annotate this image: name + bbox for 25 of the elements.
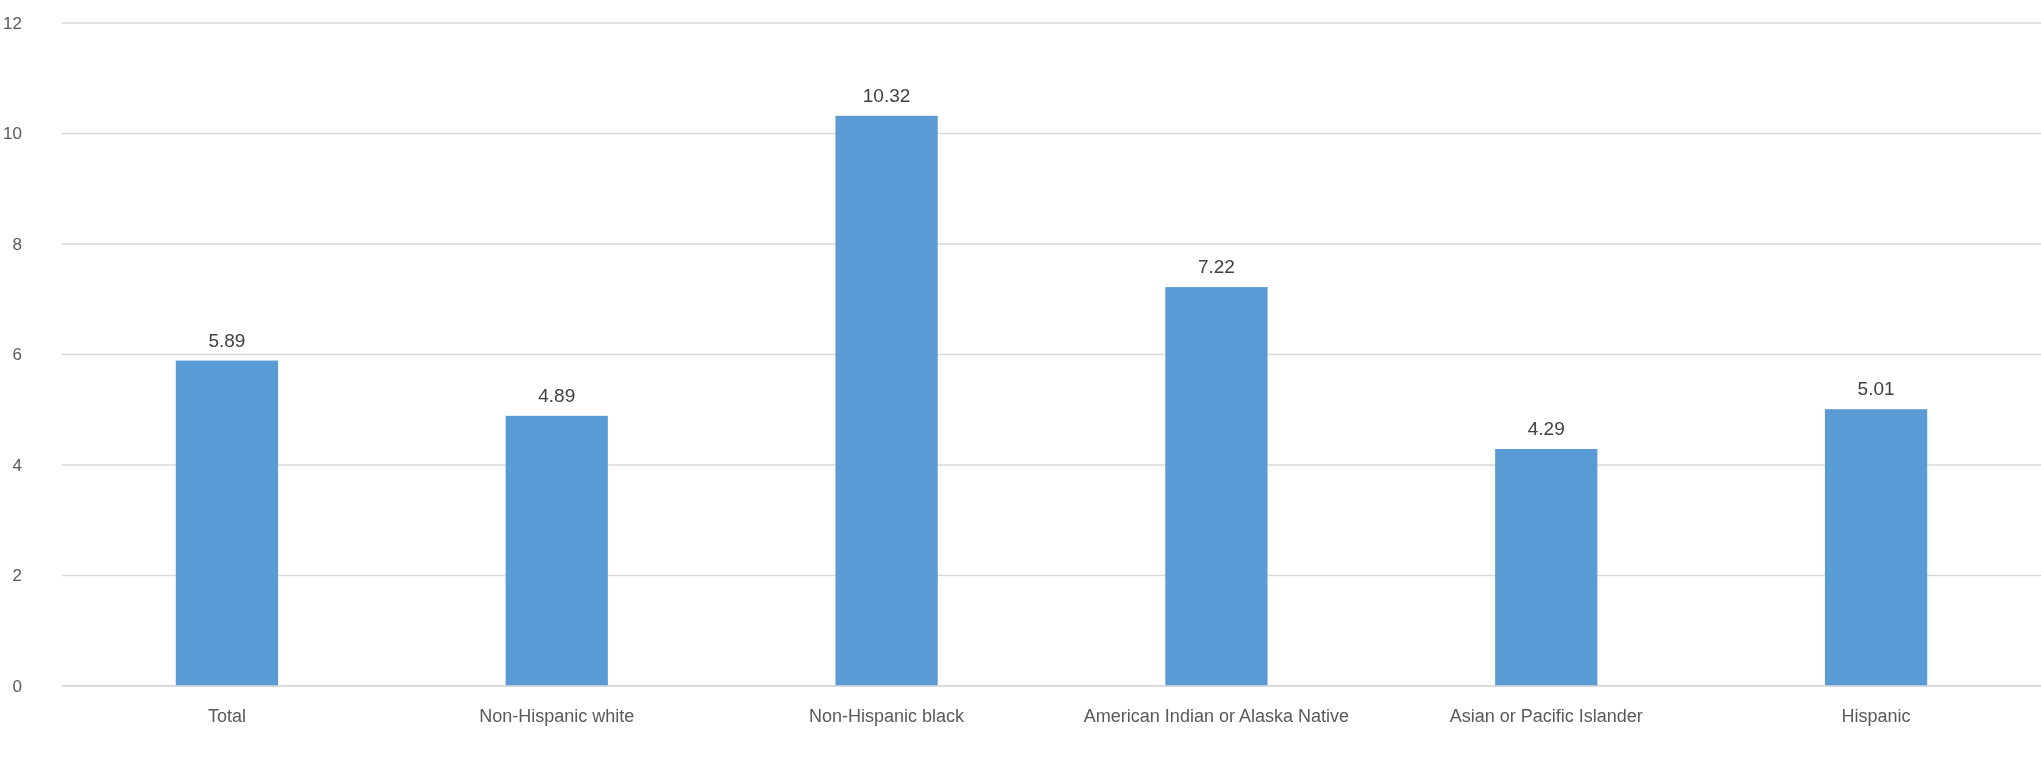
y-tick-label: 6: [12, 345, 22, 365]
x-tick-label: Hispanic: [1841, 706, 1911, 726]
x-tick-label: Asian or Pacific Islander: [1449, 706, 1643, 726]
x-tick-label: Non-Hispanic white: [479, 706, 635, 726]
x-tick-label: American Indian or Alaska Native: [1083, 706, 1349, 726]
bar: [505, 415, 608, 686]
bar: [1495, 448, 1598, 686]
x-tick-label: Total: [207, 706, 246, 726]
data-label: 4.29: [1527, 417, 1565, 439]
y-tick-label: 0: [12, 676, 22, 696]
data-label: 7.22: [1197, 256, 1235, 278]
x-tick-label: Non-Hispanic black: [809, 706, 966, 726]
data-label: 4.89: [538, 384, 576, 406]
data-label: 10.32: [862, 84, 911, 106]
y-tick-label: 4: [12, 455, 22, 475]
data-label: 5.01: [1857, 378, 1895, 400]
y-tick-label: 2: [12, 566, 22, 586]
y-tick-label: 10: [3, 124, 22, 144]
y-tick-label: 8: [12, 234, 22, 254]
data-label: 5.89: [208, 329, 246, 351]
bar: [1165, 287, 1268, 686]
bar: [175, 360, 279, 686]
bar: [835, 115, 938, 686]
bar: [1824, 409, 1928, 686]
y-tick-label: 12: [3, 13, 22, 33]
